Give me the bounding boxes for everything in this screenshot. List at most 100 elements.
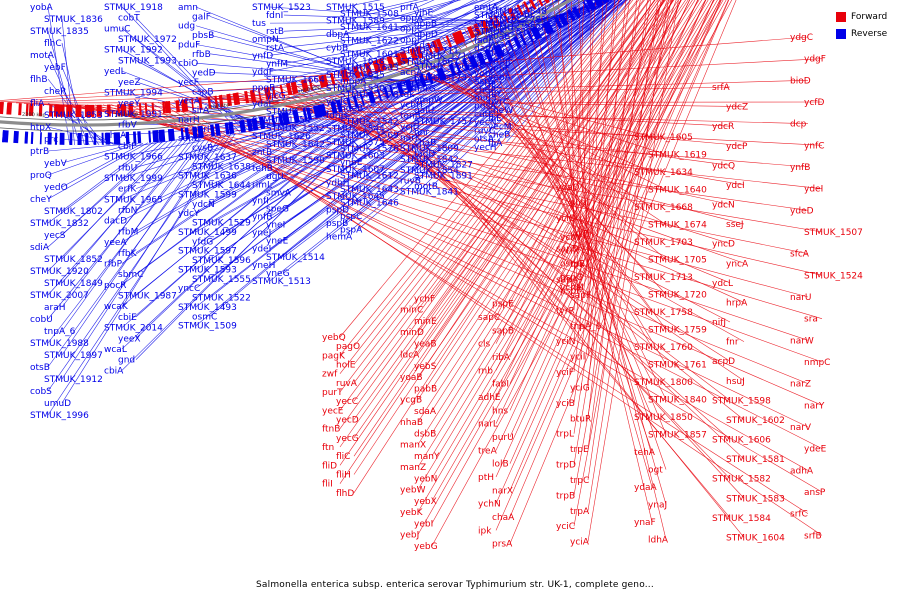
reverse-gene-label: STMUK_1626: [252, 132, 311, 142]
reverse-feature: [192, 126, 198, 139]
reverse-connector: [135, 116, 322, 189]
reverse-gene-label: htpX: [30, 123, 51, 133]
forward-gene-label: sapB: [492, 326, 514, 336]
forward-gene-label: srfA: [712, 83, 731, 93]
forward-gene-label: manZ: [400, 463, 426, 473]
forward-connector: [495, 0, 714, 478]
forward-gene-label: yeaB: [414, 339, 437, 349]
forward-connector: [353, 0, 632, 347]
legend-item-reverse: Reverse: [836, 25, 900, 42]
forward-feature: [445, 35, 453, 48]
reverse-gene-label: smvA: [266, 188, 292, 198]
reverse-connector: [491, 0, 603, 115]
reverse-feature: [426, 72, 434, 85]
forward-connector: [431, 0, 709, 456]
reverse-gene-label: sdiA: [30, 243, 50, 253]
reverse-connector: [135, 60, 265, 129]
reverse-gene-label: STMUK_1596: [192, 256, 251, 266]
reverse-gene-label: STMUK_1646: [340, 199, 399, 209]
forward-feature: [386, 55, 395, 69]
forward-strand-features: [0, 0, 554, 117]
reverse-gene-label: STMUK_1918: [104, 3, 163, 13]
forward-connector: [573, 0, 584, 280]
scale-tick-label: 2050 kbp: [297, 84, 321, 96]
forward-feature: [507, 7, 517, 21]
forward-connector: [290, 82, 731, 362]
forward-gene-label: manX: [400, 441, 426, 451]
forward-connector: [573, 0, 641, 434]
forward-connector: [495, 0, 706, 451]
reverse-gene-labels: yobA STMUK_1836 STMUK_1835 flhC motA yebF flhB…: [30, 3, 547, 421]
reverse-gene-label: STMUK_1529: [192, 219, 251, 229]
reverse-gene-label: sbmC: [118, 270, 143, 280]
reverse-feature: [224, 122, 230, 135]
reverse-gene-label: STMUK_1636: [178, 172, 237, 182]
reverse-gene-label: ruvB: [400, 177, 421, 187]
reverse-gene-label: oppD: [414, 30, 438, 40]
reverse-gene-label: STMUK_1809: [400, 144, 459, 154]
forward-connector: [431, 0, 715, 479]
forward-strand-connectors: [0, 0, 823, 546]
forward-gene-label: minD: [400, 328, 424, 338]
forward-gene-label: trpB: [556, 491, 575, 501]
forward-connector: [244, 91, 731, 244]
reverse-gene-label: umuC: [104, 24, 130, 34]
reverse-connector: [357, 0, 457, 28]
forward-connector: [417, 0, 693, 423]
reverse-feature: [302, 108, 308, 121]
forward-feature: [522, 1, 531, 13]
reverse-feature: [305, 107, 313, 120]
reverse-gene-label: ynfB: [252, 212, 272, 222]
reverse-gene-label: STMUK_1832: [30, 219, 89, 229]
reverse-gene-label: yoaE: [488, 32, 510, 42]
reverse-gene-label: motB: [414, 182, 438, 192]
reverse-connector: [195, 49, 516, 233]
reverse-gene-label: yneE: [266, 237, 289, 247]
forward-gene-label: dcp: [790, 120, 807, 130]
reverse-feature: [101, 132, 104, 145]
reverse-feature: [258, 116, 266, 130]
reverse-gene-label: yedO: [44, 183, 68, 193]
forward-feature: [249, 89, 257, 103]
forward-gene-label: ychF: [414, 294, 435, 304]
reverse-gene-label: yeeY: [118, 99, 140, 109]
forward-feature: [544, 0, 550, 4]
reverse-feature: [2, 130, 5, 143]
forward-gene-label: ydaO: [556, 183, 580, 193]
scale-tick-label: 2100 kbp: [206, 102, 230, 112]
forward-gene-label: ynfB: [790, 163, 810, 173]
reverse-connector: [357, 0, 505, 55]
forward-gene-label: STMUK_1758: [634, 308, 693, 318]
reverse-gene-label: cheY: [30, 195, 52, 205]
forward-gene-label: yciQ: [556, 214, 576, 224]
reverse-connector: [195, 57, 498, 195]
reverse-gene-label: STMUK_1987: [118, 292, 177, 302]
forward-feature: [0, 101, 4, 115]
forward-connector: [509, 0, 707, 438]
reverse-feature: [239, 119, 246, 133]
reverse-feature: [209, 124, 215, 137]
reverse-connector: [357, 0, 484, 41]
forward-gene-label: hrpA: [726, 298, 748, 308]
reverse-feature: [396, 82, 405, 95]
reverse-gene-label: flhC: [44, 39, 62, 49]
reverse-gene-label: ydbH: [326, 178, 350, 188]
reverse-feature: [39, 132, 42, 145]
forward-feature: [38, 104, 43, 117]
reverse-gene-label: sirA: [192, 106, 210, 116]
forward-gene-label: trpC: [570, 476, 589, 486]
reverse-connector: [505, 0, 611, 111]
forward-feature: [53, 104, 60, 117]
reverse-gene-label: STMUK_1569: [340, 131, 399, 141]
reverse-gene-label: pduF: [178, 40, 200, 50]
reverse-gene-label: erfK: [118, 185, 137, 195]
forward-connector: [87, 104, 809, 298]
forward-feature: [58, 104, 65, 117]
forward-gene-label: ribA: [492, 353, 511, 363]
forward-gene-label: narV: [790, 423, 812, 433]
reverse-gene-label: STMUK_1664: [266, 76, 325, 86]
forward-gene-label: yncD: [712, 240, 735, 250]
reverse-gene-label: rfbK: [118, 249, 138, 259]
forward-feature: [452, 32, 461, 45]
